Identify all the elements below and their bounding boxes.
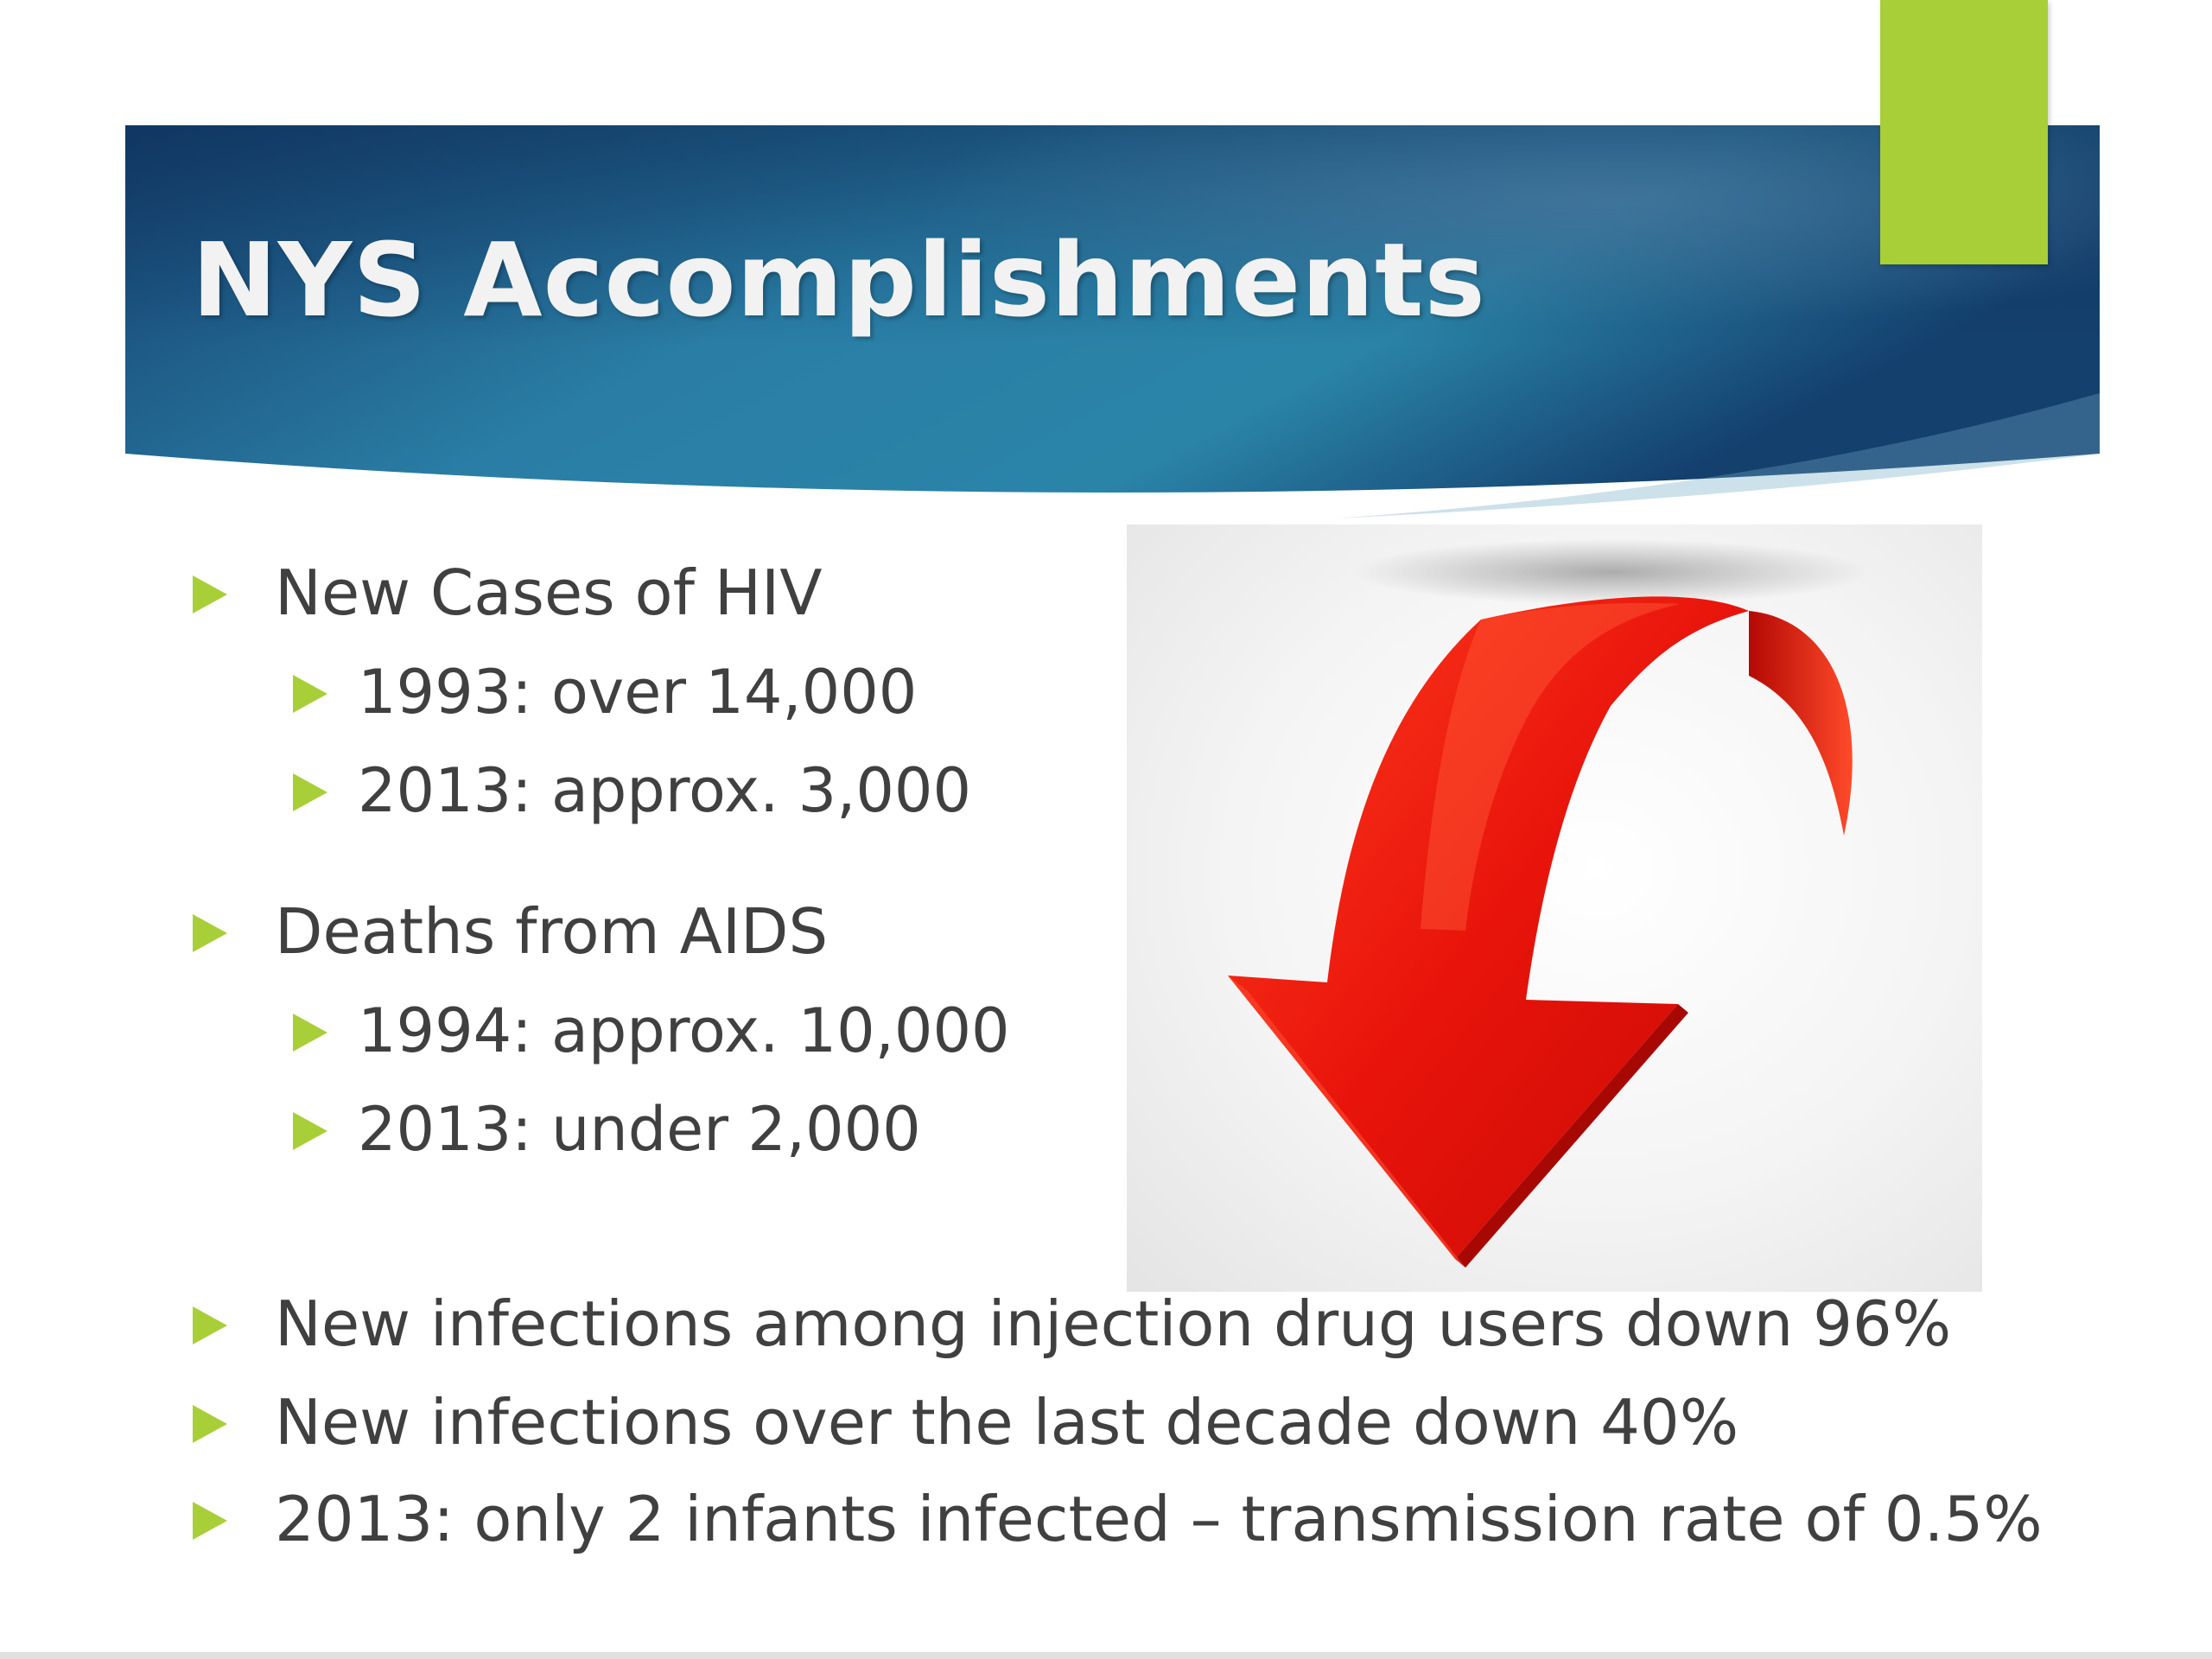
bullet-item-deaths: Deaths from AIDS xyxy=(193,900,828,963)
bullet-text: 1994: approx. 10,000 xyxy=(358,995,1010,1066)
triangle-right-icon xyxy=(293,1014,327,1052)
triangle-right-icon xyxy=(293,1112,327,1150)
bullet-text: 2013: approx. 3,000 xyxy=(358,755,971,826)
triangle-right-icon xyxy=(193,914,227,952)
bullet-text: 2013: under 2,000 xyxy=(358,1094,921,1165)
triangle-right-icon xyxy=(193,1306,227,1344)
bullet-item-2013-cases: 2013: approx. 3,000 xyxy=(293,760,971,821)
bullet-text: New infections among injection drug user… xyxy=(275,1287,1952,1360)
triangle-right-icon xyxy=(293,675,327,713)
bullet-text: New Cases of HIV xyxy=(275,556,823,629)
triangle-right-icon xyxy=(193,575,227,613)
bullet-item-1994: 1994: approx. 10,000 xyxy=(293,1001,1010,1061)
bullet-item-injection-users: New infections among injection drug user… xyxy=(193,1293,1951,1355)
bullet-item-2013-deaths: 2013: under 2,000 xyxy=(293,1099,921,1160)
bullet-item-last-decade: New infections over the last decade down… xyxy=(193,1391,1738,1453)
bullet-text: New infections over the last decade down… xyxy=(275,1386,1739,1459)
green-accent-bar xyxy=(1880,0,2048,264)
triangle-right-icon xyxy=(193,1405,227,1443)
slide-title: NYS Accomplishments xyxy=(192,220,1486,340)
bullet-item-1993: 1993: over 14,000 xyxy=(293,662,917,722)
triangle-right-icon xyxy=(293,773,327,811)
bullet-text: Deaths from AIDS xyxy=(275,895,829,968)
title-banner xyxy=(125,125,2100,523)
bullet-text: 2013: only 2 infants infected – transmis… xyxy=(275,1483,2043,1555)
bullet-item-new-cases: New Cases of HIV xyxy=(193,562,822,624)
red-curved-down-arrow-icon xyxy=(1127,524,1982,1292)
triangle-right-icon xyxy=(193,1502,227,1540)
bullet-text: 1993: over 14,000 xyxy=(358,657,918,728)
bottom-divider xyxy=(0,1652,2212,1659)
bullet-item-infants: 2013: only 2 infants infected – transmis… xyxy=(193,1488,2043,1550)
